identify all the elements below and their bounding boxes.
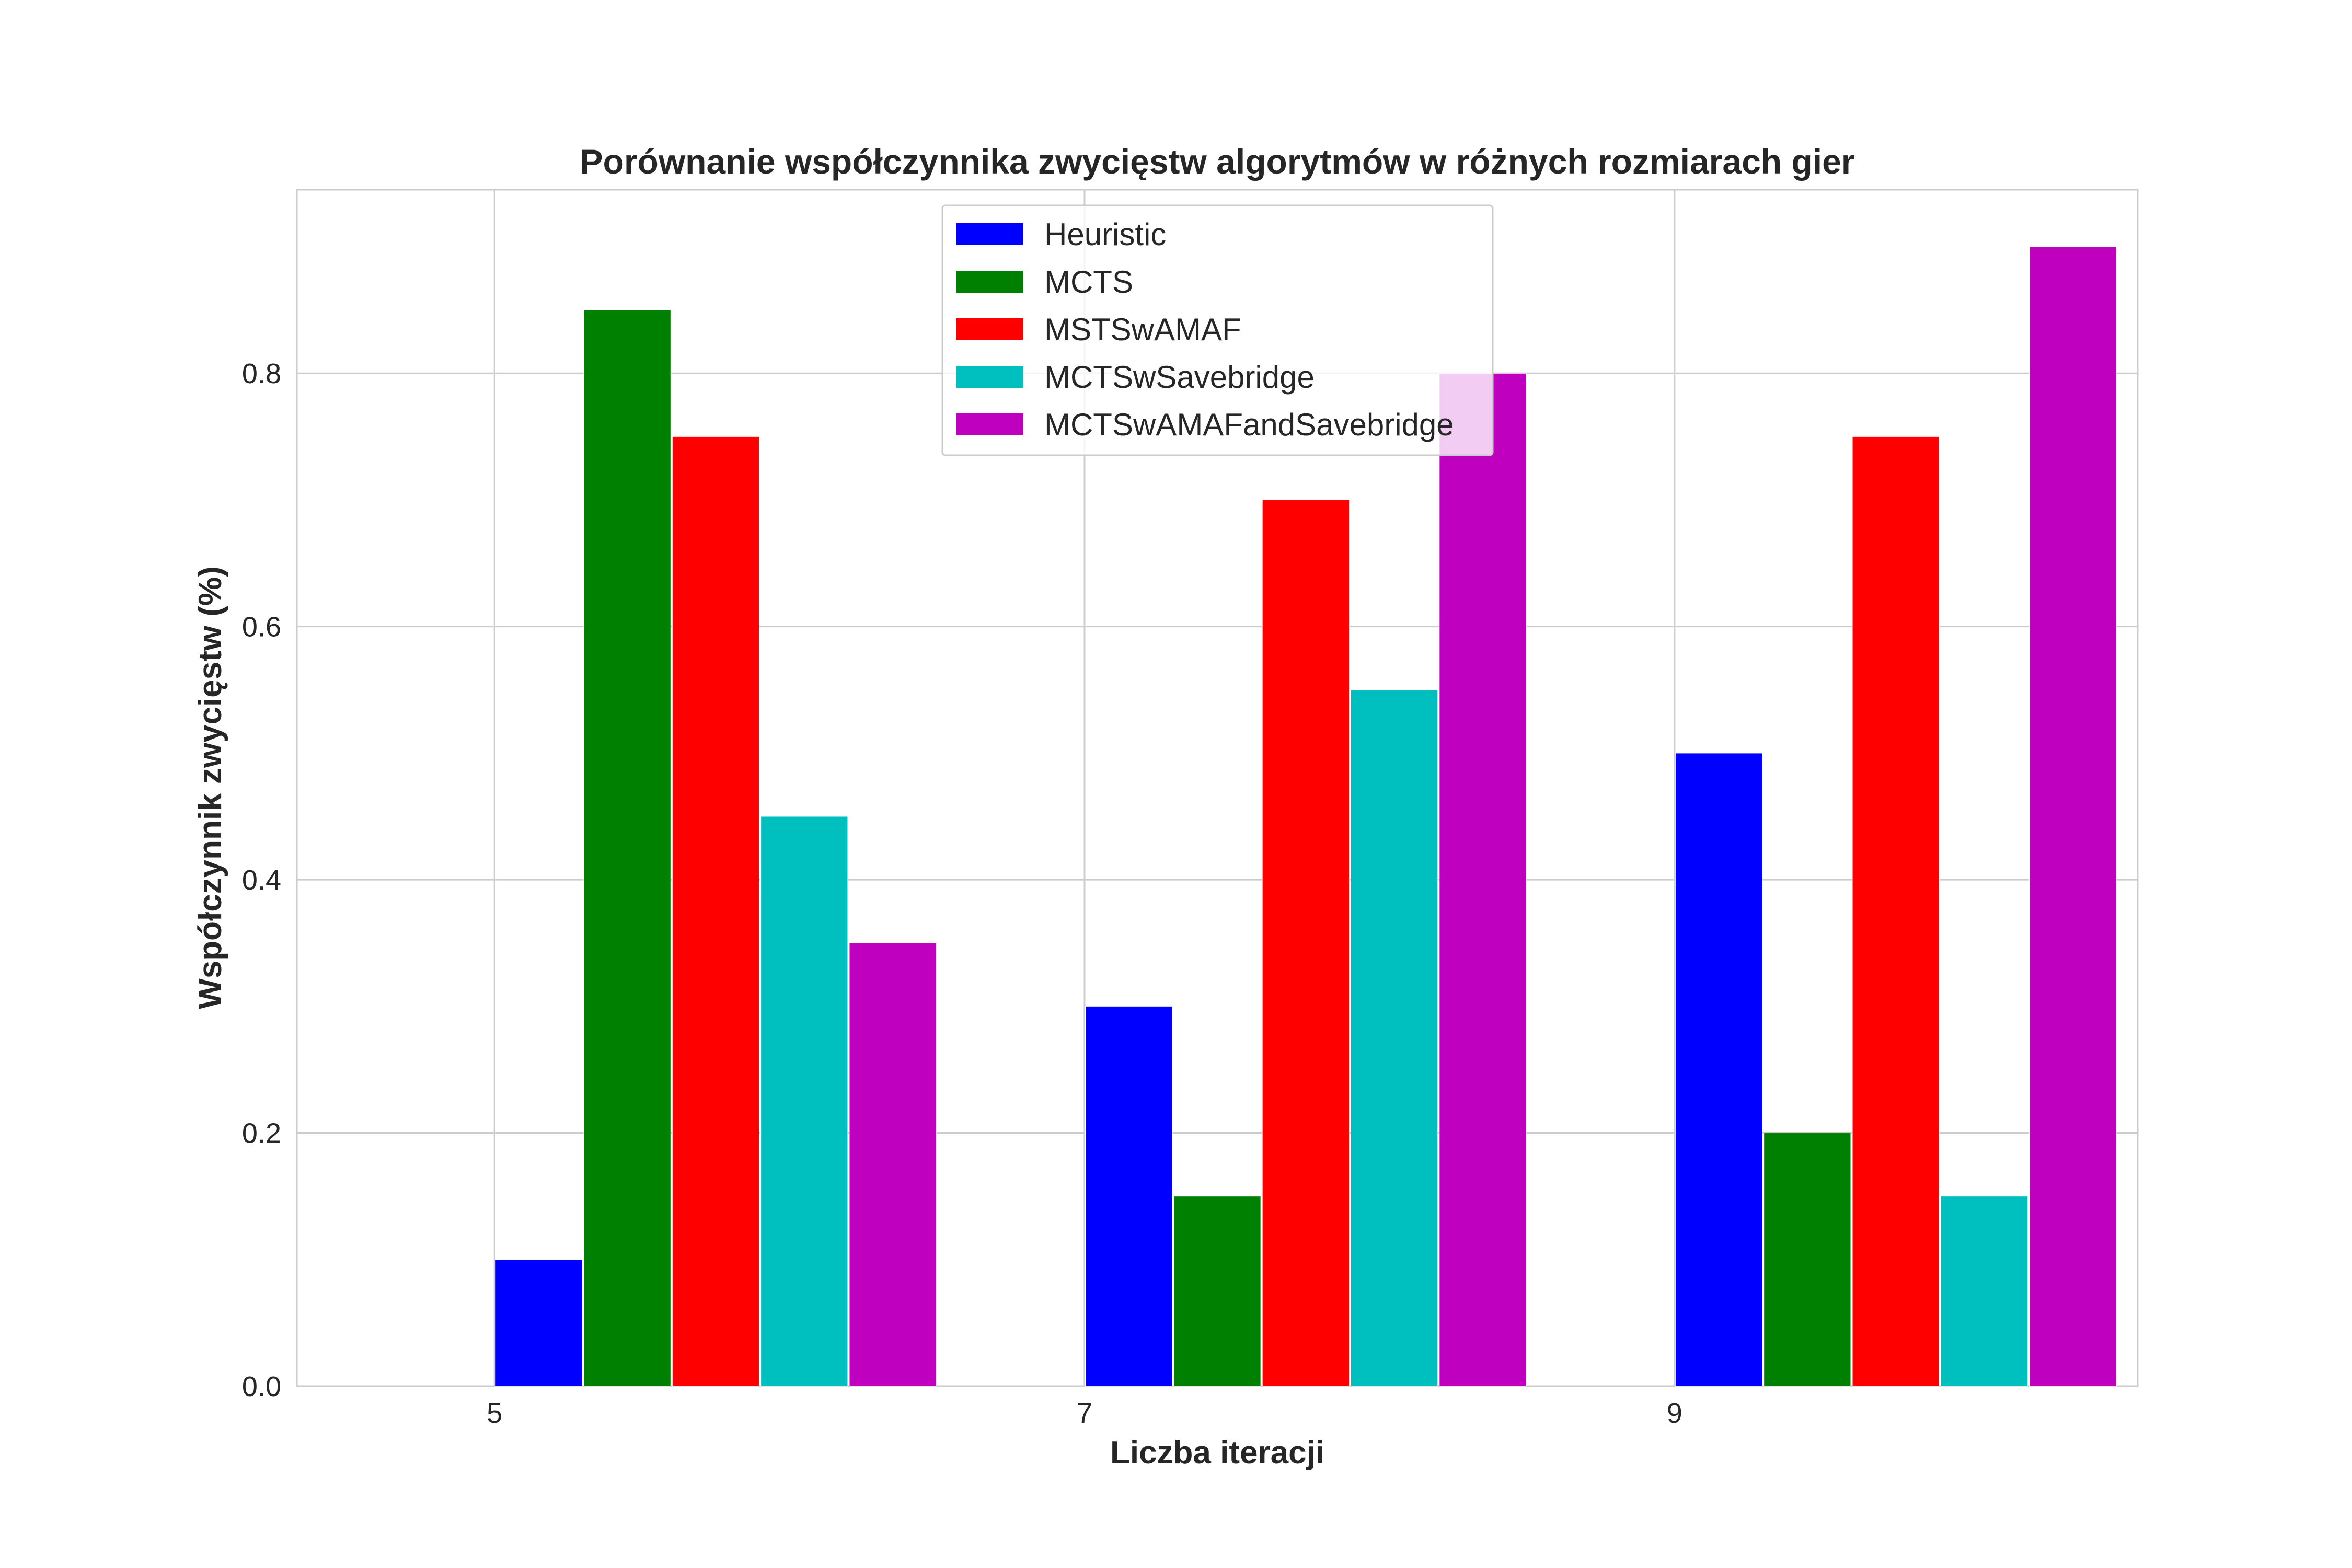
legend-swatch <box>956 271 1023 293</box>
y-tick-label: 0.6 <box>242 612 281 643</box>
x-tick-label: 9 <box>1667 1398 1682 1429</box>
bar-heuristic-9 <box>1675 753 1763 1387</box>
legend: Heuristic MCTS MSTSwAMAF MCTSwSavebridge MCT… <box>941 204 1494 456</box>
bar-mctswamafandsavebridge-7 <box>1439 373 1527 1387</box>
x-tick-label: 5 <box>487 1398 502 1429</box>
bar-heuristic-7 <box>1085 1006 1173 1387</box>
x-axis-label: Liczba iteracji <box>1110 1435 1324 1471</box>
y-axis-label: Współczynnik zwycięstw (%) <box>192 566 228 1009</box>
bar-mcts-9 <box>1763 1133 1851 1387</box>
legend-swatch <box>956 318 1023 340</box>
bar-mstswamaf-9 <box>1852 436 1940 1387</box>
bar-mstswamaf-5 <box>672 436 760 1387</box>
x-tick-label: 7 <box>1077 1398 1092 1429</box>
legend-swatch <box>956 366 1023 388</box>
bar-mstswamaf-7 <box>1262 499 1350 1387</box>
legend-swatch <box>956 223 1023 245</box>
bar-mcts-5 <box>583 309 671 1387</box>
y-tick-label: 0.4 <box>242 864 281 896</box>
bars <box>495 246 2117 1387</box>
y-tick-label: 0.2 <box>242 1118 281 1149</box>
legend-label: MSTSwAMAF <box>1044 312 1241 347</box>
bar-mcts-7 <box>1173 1196 1261 1387</box>
legend-swatch <box>956 413 1023 435</box>
legend-label: MCTS <box>1044 264 1133 299</box>
bar-mctswsavebridge-5 <box>760 816 848 1387</box>
legend-label: MCTSwSavebridge <box>1044 360 1315 395</box>
legend-label: MCTSwAMAFandSavebridge <box>1044 407 1454 442</box>
legend-label: Heuristic <box>1044 217 1166 252</box>
bar-mctswsavebridge-7 <box>1350 689 1438 1387</box>
chart-title: Porównanie współczynnika zwycięstw algor… <box>580 142 1855 181</box>
legend-box <box>941 204 1494 456</box>
y-tick-label: 0.0 <box>242 1371 281 1402</box>
bar-heuristic-5 <box>495 1259 583 1387</box>
bar-mctswamafandsavebridge-5 <box>849 942 937 1387</box>
y-tick-label: 0.8 <box>242 358 281 389</box>
x-tick-labels: 5 7 9 <box>487 1398 1682 1429</box>
bar-mctswamafandsavebridge-9 <box>2029 246 2117 1387</box>
bar-mctswsavebridge-9 <box>1940 1196 2028 1387</box>
y-tick-labels: 0.0 0.2 0.4 0.6 0.8 <box>242 358 281 1402</box>
